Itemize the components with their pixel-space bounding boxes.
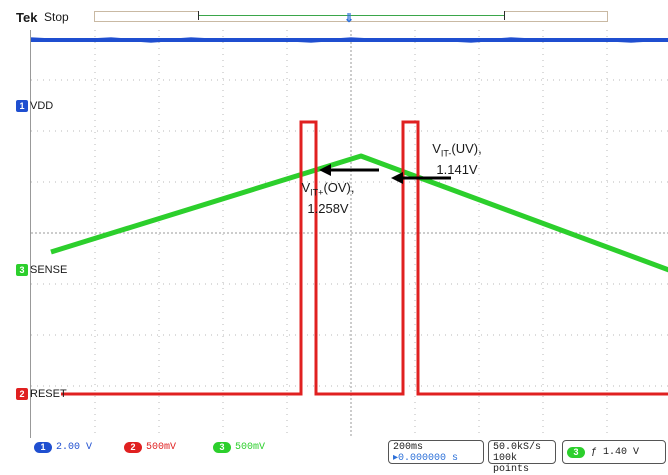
acquisition-status: Stop bbox=[44, 10, 69, 24]
trigger-level: 1.40 V bbox=[603, 446, 640, 458]
ch1-badge: 1 bbox=[16, 100, 28, 112]
ov-label: VIT+(OV), bbox=[301, 180, 355, 198]
reset-trace bbox=[61, 120, 668, 396]
uv-value: 1.141V bbox=[436, 161, 478, 177]
trigger-slope-icon: ƒ bbox=[591, 446, 598, 458]
sense-trace bbox=[50, 153, 668, 273]
ch2-marker[interactable]: 2 RESET bbox=[16, 388, 67, 400]
ch2-pill: 2 bbox=[124, 441, 142, 453]
timebase-readout[interactable]: 200ms ▸0.000000 s bbox=[388, 440, 484, 464]
trigger-source-pill: 3 bbox=[567, 446, 585, 458]
graticule-axes bbox=[31, 30, 668, 438]
trigger-position-icon: ⇓ bbox=[344, 11, 355, 25]
ov-threshold-annotation: VIT+(OV), 1.258V bbox=[293, 180, 363, 216]
ch1-pill: 1 bbox=[34, 441, 52, 453]
graticule-grid bbox=[31, 30, 668, 438]
ch1-scale: 2.00 V bbox=[56, 441, 93, 453]
sample-rate: 50.0kS/s bbox=[493, 442, 542, 453]
brand-logo: Tek bbox=[16, 10, 38, 25]
ch2-scale: 500mV bbox=[146, 441, 177, 453]
ov-value: 1.258V bbox=[307, 200, 349, 216]
acquisition-readout[interactable]: 50.0kS/s 100k points bbox=[488, 440, 556, 475]
ch2-scale-readout[interactable]: 2 500mV bbox=[124, 441, 176, 453]
ch3-pill: 3 bbox=[213, 441, 231, 453]
ch1-marker[interactable]: 1 VDD bbox=[16, 100, 53, 112]
ch2-name: RESET bbox=[30, 388, 67, 400]
horizontal-position: ▸0.000000 s bbox=[393, 453, 459, 464]
uv-arrow bbox=[391, 172, 451, 184]
uv-threshold-annotation: VIT-(UV), 1.141V bbox=[427, 141, 487, 177]
waveform-display: VIT-(UV), 1.141V VIT+(OV), 1.258V bbox=[30, 30, 668, 438]
uv-label: VIT-(UV), bbox=[432, 141, 482, 159]
ch3-name: SENSE bbox=[30, 264, 68, 276]
ch2-badge: 2 bbox=[16, 388, 28, 400]
waveform-graticule bbox=[31, 30, 668, 438]
ov-arrow bbox=[319, 164, 379, 176]
ch3-badge: 3 bbox=[16, 264, 28, 276]
ch3-scale-readout[interactable]: 3 500mV bbox=[213, 441, 265, 453]
timebase-value: 200ms bbox=[393, 442, 424, 453]
status-bar: Tek Stop ⇓ bbox=[0, 0, 668, 30]
record-length: 100k points bbox=[493, 453, 530, 475]
ch3-scale: 500mV bbox=[235, 441, 266, 453]
ch1-name: VDD bbox=[30, 100, 54, 112]
trigger-readout[interactable]: 3 ƒ 1.40 V bbox=[562, 440, 666, 464]
record-view-window bbox=[198, 11, 505, 20]
ch1-scale-readout[interactable]: 1 2.00 V bbox=[34, 441, 92, 453]
ch3-marker[interactable]: 3 SENSE bbox=[16, 264, 67, 276]
